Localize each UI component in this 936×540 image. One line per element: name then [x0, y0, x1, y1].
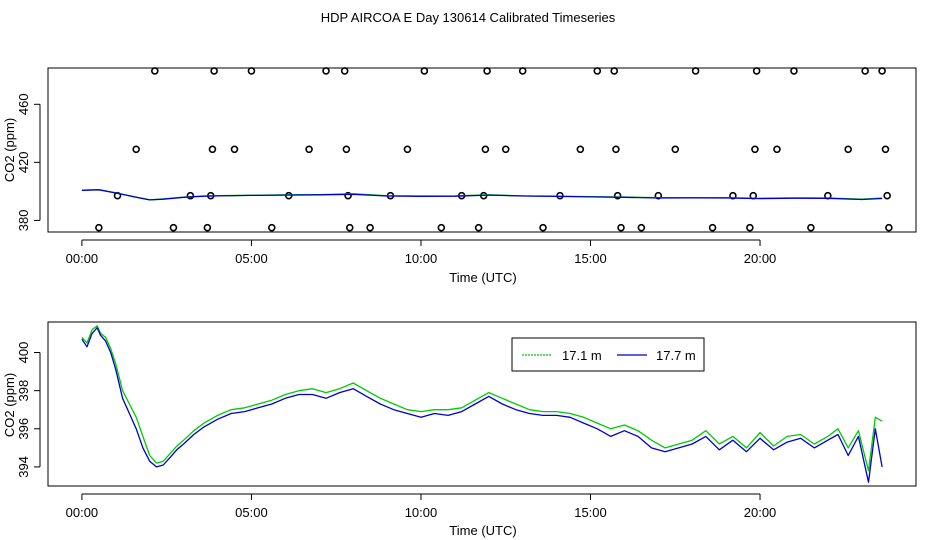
data-point	[708, 223, 717, 232]
data-point	[342, 145, 351, 154]
top-x-axis: 00:00 05:00 10:00 15:00 20:00	[66, 239, 777, 266]
data-point	[210, 67, 218, 75]
top-panel: 00:00 05:00 10:00 15:00 20:00 380 420 460 Time…	[2, 67, 917, 285]
data-point	[420, 67, 429, 75]
data-point	[883, 191, 891, 200]
y-tick-label: 396	[16, 418, 31, 440]
top-points-layer	[95, 67, 893, 232]
top-lines-layer	[81, 188, 883, 201]
data-point	[403, 145, 412, 154]
data-point	[203, 223, 212, 232]
data-point	[671, 145, 680, 154]
data-point	[322, 67, 330, 75]
x-tick-label: 10:00	[405, 505, 438, 520]
data-point	[654, 191, 663, 200]
x-tick-label: 10:00	[405, 251, 438, 266]
data-point	[518, 67, 527, 75]
data-point	[305, 145, 313, 154]
data-point	[746, 223, 754, 232]
x-tick-label: 20:00	[744, 505, 777, 520]
legend: 17.1 m 17.7 m	[511, 337, 705, 372]
data-point	[691, 67, 700, 75]
data-point	[593, 67, 602, 75]
x-tick-label: 15:00	[574, 251, 607, 266]
data-point	[474, 223, 483, 232]
series-line-2	[81, 327, 883, 483]
data-point	[539, 223, 547, 232]
data-point	[881, 145, 890, 154]
top-y-axis-label: CO2 (ppm)	[2, 118, 17, 182]
data-point	[501, 145, 510, 154]
data-point	[95, 223, 103, 232]
bottom-y-axis: 394 396 398 400	[16, 342, 41, 478]
data-point	[247, 67, 256, 75]
y-tick-label: 380	[16, 210, 31, 232]
x-tick-label: 05:00	[235, 251, 268, 266]
x-tick-label: 20:00	[744, 251, 777, 266]
y-tick-label: 400	[16, 342, 31, 364]
data-point	[885, 223, 893, 232]
data-point	[773, 145, 781, 154]
data-point	[132, 145, 140, 154]
data-point	[230, 145, 239, 154]
x-tick-label: 00:00	[66, 505, 99, 520]
series-line-1	[81, 325, 883, 472]
data-point	[610, 67, 619, 75]
data-point	[613, 191, 622, 200]
legend-label-series-1: 17.1 m	[562, 348, 602, 363]
data-point	[366, 223, 374, 232]
bottom-y-axis-label: CO2 (ppm)	[2, 373, 17, 437]
bottom-x-axis: 00:00 05:00 10:00 15:00 20:00	[66, 493, 777, 520]
data-point	[483, 67, 491, 75]
data-point	[807, 223, 815, 232]
bottom-panel: 00:00 05:00 10:00 15:00 20:00 394 396 398 400 T…	[2, 321, 917, 538]
y-tick-label: 394	[16, 456, 31, 478]
data-point	[186, 191, 195, 200]
top-y-axis: 380 420 460	[16, 93, 41, 232]
data-point	[169, 223, 178, 232]
data-point	[340, 67, 349, 75]
data-point	[344, 191, 352, 200]
top-plot-frame	[47, 67, 917, 233]
data-point	[208, 145, 217, 154]
data-point	[617, 223, 625, 232]
data-point	[612, 145, 620, 154]
top-x-axis-label: Time (UTC)	[449, 270, 516, 285]
y-tick-label: 420	[16, 151, 31, 173]
data-point	[878, 67, 886, 75]
legend-label-series-2: 17.7 m	[656, 348, 696, 363]
x-tick-label: 05:00	[235, 505, 268, 520]
x-tick-label: 15:00	[574, 505, 607, 520]
data-point	[151, 67, 159, 75]
data-point	[752, 67, 761, 75]
series-line-2	[81, 189, 883, 201]
data-point	[267, 223, 276, 232]
data-point	[481, 145, 490, 154]
y-tick-label: 398	[16, 380, 31, 402]
y-tick-label: 460	[16, 93, 31, 115]
data-point	[844, 145, 852, 154]
data-point	[345, 223, 354, 232]
bottom-lines-layer	[81, 325, 883, 483]
data-point	[751, 145, 759, 154]
data-point	[437, 223, 446, 232]
data-point	[637, 223, 646, 232]
data-point	[576, 145, 585, 154]
bottom-x-axis-label: Time (UTC)	[449, 523, 516, 538]
bottom-plot-frame	[47, 321, 917, 487]
x-tick-label: 00:00	[66, 251, 99, 266]
chart-title: HDP AIRCOA E Day 130614 Calibrated Times…	[321, 10, 616, 25]
data-point	[861, 67, 869, 75]
data-point	[790, 67, 798, 75]
